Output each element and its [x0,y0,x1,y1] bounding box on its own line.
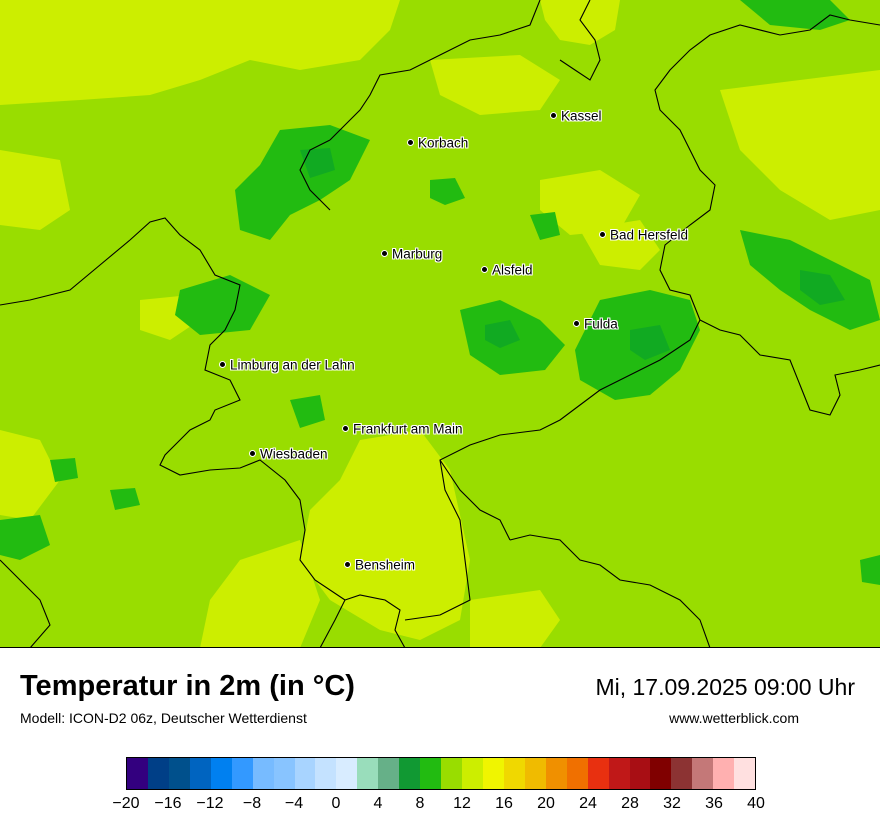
color-scale-tick-label: 28 [621,795,639,812]
color-scale-segment [252,758,274,789]
city-label: Frankfurt am Main [353,421,463,437]
color-scale-segment [420,758,442,789]
color-scale-tick-label: −16 [154,795,182,812]
color-scale-segment [608,758,630,789]
color-scale-segment [231,758,253,789]
website-link[interactable]: www.wetterblick.com [669,710,799,726]
color-scale-segment [650,758,672,789]
forecast-datetime: Mi, 17.09.2025 09:00 Uhr [595,674,855,700]
color-scale-segment [168,758,190,789]
city-label: Korbach [418,135,469,151]
color-scale-segment [378,758,400,789]
city-label: Kassel [561,108,602,124]
color-scale-segment [587,758,609,789]
color-scale-tick-label: 24 [579,795,597,812]
city-limburg-an-der-lahn[interactable]: Limburg an der Lahn [219,356,355,374]
city-marker-icon [381,250,388,258]
city-alsfeld[interactable]: Alsfeld [481,261,533,279]
color-scale-tick-label: 20 [537,795,555,812]
model-subtitle: Modell: ICON-D2 06z, Deutscher Wetterdie… [20,710,307,726]
color-scale-segment [441,758,462,789]
city-wiesbaden[interactable]: Wiesbaden [249,445,328,463]
color-scale-segment [713,758,735,789]
color-scale-segment [629,758,651,789]
city-label: Marburg [392,246,443,262]
color-scale-segment [147,758,169,789]
color-scale-tick-label: −8 [242,795,262,812]
color-scale-segment [503,758,525,789]
city-label: Wiesbaden [260,446,328,462]
city-marker-icon [342,425,349,433]
city-marker-icon [219,361,226,369]
color-scale-segment [315,758,337,789]
color-scale-tick-label: 8 [415,795,425,812]
color-scale-segment [273,758,295,789]
city-korbach[interactable]: Korbach [407,134,468,152]
color-scale-tick-label: −12 [196,795,224,812]
city-label: Bensheim [355,557,416,573]
color-scale-segment [482,758,504,789]
map-title: Temperatur in 2m (in °C) [20,670,355,702]
color-scale-segment [294,758,316,789]
color-scale-segment [524,758,546,789]
color-scale-ticks: −20 −16 −12 −8 −4 0 4 8 12 16 20 24 28 32 36 40 [112,795,764,815]
city-bad-hersfeld[interactable]: Bad Hersfeld [599,226,688,244]
color-scale-tick-label: 32 [663,795,681,812]
city-marker-icon [249,450,256,458]
color-scale-tick-label: −20 [112,795,140,812]
city-fulda[interactable]: Fulda [573,315,618,333]
color-scale-tick-label: 12 [453,795,471,812]
color-scale-segment [127,758,148,789]
color-scale-tick-label: −4 [284,795,304,812]
color-scale-tick-label: 40 [747,795,765,812]
city-kassel[interactable]: Kassel [550,107,602,125]
city-label: Fulda [584,316,618,332]
color-scale-segment [210,758,232,789]
city-marburg[interactable]: Marburg [381,245,442,263]
color-scale-tick-label: 4 [373,795,383,812]
color-scale-legend [126,757,756,790]
color-scale-segment [399,758,421,789]
color-scale-segment [692,758,714,789]
city-frankfurt-am-main[interactable]: Frankfurt am Main [342,420,463,438]
city-label: Alsfeld [492,262,533,278]
city-marker-icon [573,320,580,328]
color-scale-tick-label: 36 [705,795,723,812]
color-scale-segment [189,758,211,789]
city-label: Limburg an der Lahn [230,357,355,373]
city-marker-icon [481,266,488,274]
city-marker-icon [344,561,351,569]
color-scale-segment [462,758,483,789]
color-scale-tick-label: 16 [495,795,513,812]
city-label: Bad Hersfeld [610,227,689,243]
color-scale-segment [566,758,588,789]
temperature-field [0,0,880,647]
color-scale-segment [336,758,358,789]
color-scale-segment [734,758,756,789]
city-marker-icon [407,139,414,147]
city-marker-icon [599,231,606,239]
city-marker-icon [550,112,557,120]
temperature-map[interactable]: Kassel Korbach Bad Hersfeld Marburg Alsf… [0,0,880,648]
color-scale-segment [357,758,379,789]
color-scale-segment [671,758,693,789]
city-bensheim[interactable]: Bensheim [344,556,415,574]
color-scale-segment [545,758,567,789]
color-scale-tick-label: 0 [331,795,341,812]
